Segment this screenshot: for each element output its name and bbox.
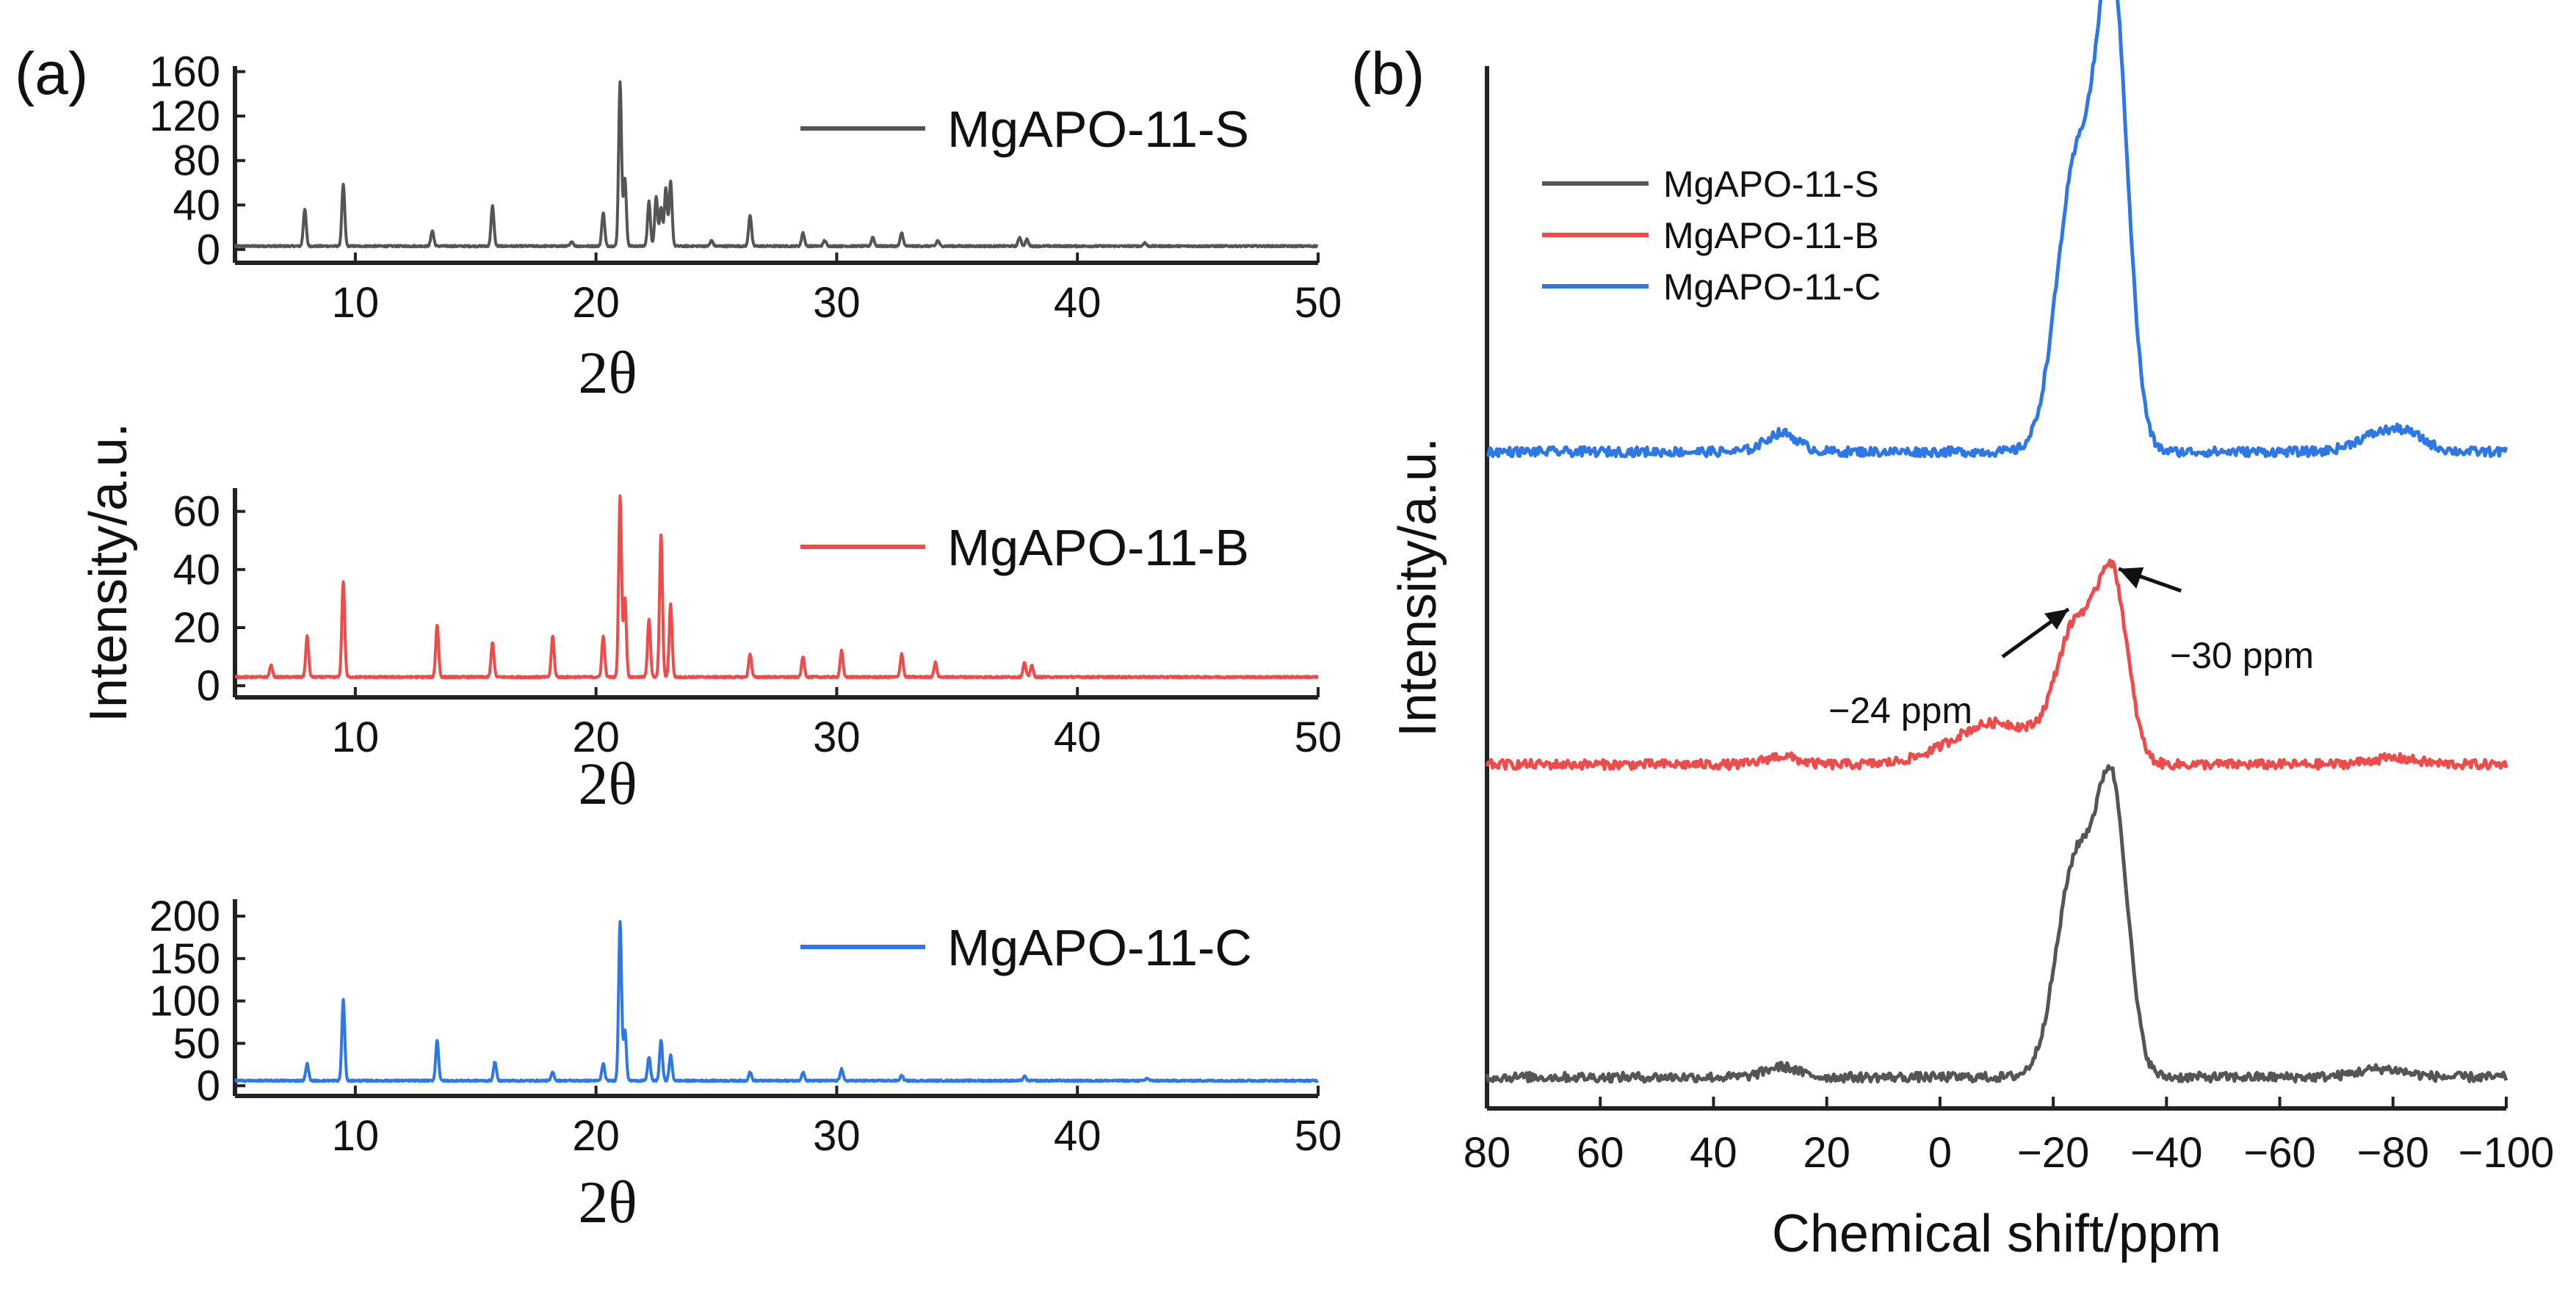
y-tick-label: 20	[173, 604, 220, 652]
x-tick-label: 50	[1295, 279, 1342, 327]
x-tick-label: 20	[572, 1112, 620, 1160]
y-tick-label: 200	[149, 893, 220, 940]
x-axis-title: 2θ	[578, 750, 637, 817]
panel-b-label: (b)	[1351, 40, 1425, 107]
y-tick-label: 120	[149, 92, 220, 140]
x-tick-label: 60	[1577, 1129, 1624, 1177]
x-tick-label: 40	[1054, 714, 1101, 761]
y-tick-label: 0	[197, 226, 220, 274]
x-tick-label: 40	[1054, 279, 1101, 327]
nmr-chart: 80 60 40 20 0 −20 −40 −60 −80 −100 Chemical shift/…	[1389, 0, 2554, 1263]
xrd-chart-b: 10 20 30 40 50 0 20 40 60 2θ MgAPO-11-B	[173, 488, 1342, 817]
annotation-label: −30 ppm	[2170, 635, 2314, 676]
y-tick-label: 0	[197, 1062, 220, 1110]
x-tick-label: 40	[1690, 1129, 1737, 1177]
y-tick-label: 40	[173, 546, 220, 594]
annotation-label: −24 ppm	[1828, 690, 1972, 731]
y-tick-label: 160	[149, 48, 220, 96]
y-tick-label: 40	[173, 181, 220, 229]
x-tick-label: 0	[1928, 1129, 1952, 1177]
y-tick-label: 60	[173, 488, 220, 536]
spectrum-line-mgapo-11-s	[1485, 764, 2508, 1084]
x-tick-label: 10	[332, 714, 380, 761]
spectrum-line-mgapo-11-b	[1485, 558, 2508, 771]
x-tick-label: 10	[332, 279, 380, 327]
legend-label: MgAPO-11-S	[947, 101, 1249, 158]
x-tick-label: 80	[1464, 1129, 1511, 1177]
y-tick-label: 150	[149, 935, 220, 983]
y-tick-label: 100	[149, 978, 220, 1025]
x-tick-label: −100	[2459, 1129, 2555, 1177]
panel-a-ylabel: Intensity/a.u.	[79, 423, 138, 722]
y-tick-label: 0	[197, 662, 220, 710]
x-tick-label: 20	[572, 279, 620, 327]
annotation-arrowhead	[2119, 567, 2144, 589]
x-tick-label: −60	[2243, 1129, 2315, 1177]
x-tick-label: 40	[1054, 1112, 1101, 1160]
series-line-mgapo-11-b	[234, 494, 1319, 680]
legend-label: MgAPO-11-S	[1663, 164, 1879, 205]
x-tick-label: 30	[813, 1112, 861, 1160]
legend-label: MgAPO-11-C	[947, 919, 1252, 976]
x-tick-label: 10	[332, 1112, 380, 1160]
legend-label: MgAPO-11-B	[947, 519, 1249, 576]
x-axis-title: 2θ	[578, 339, 637, 406]
y-tick-label: 50	[173, 1020, 220, 1067]
series-line-mgapo-11-s	[234, 80, 1319, 249]
legend-label: MgAPO-11-C	[1663, 266, 1881, 308]
y-axis-title: Intensity/a.u.	[1389, 437, 1447, 737]
series-line-mgapo-11-c	[234, 920, 1320, 1083]
annotation-arrowhead	[2044, 609, 2069, 630]
x-tick-label: −20	[2017, 1129, 2089, 1177]
x-tick-label: −80	[2357, 1129, 2429, 1177]
spectrum-line-mgapo-11-c	[1486, 0, 2508, 459]
panel-a-label: (a)	[15, 40, 88, 107]
x-tick-label: 30	[813, 279, 861, 327]
x-axis-title: 2θ	[578, 1169, 637, 1235]
x-tick-label: 50	[1295, 714, 1342, 761]
legend-label: MgAPO-11-B	[1663, 215, 1879, 256]
x-axis-title: Chemical shift/ppm	[1772, 1205, 2221, 1263]
x-tick-label: 20	[572, 714, 620, 761]
x-tick-label: 30	[813, 714, 861, 761]
x-tick-label: −40	[2130, 1129, 2202, 1177]
x-tick-label: 50	[1295, 1112, 1342, 1160]
y-tick-label: 80	[173, 137, 220, 185]
x-tick-label: 20	[1803, 1129, 1850, 1177]
